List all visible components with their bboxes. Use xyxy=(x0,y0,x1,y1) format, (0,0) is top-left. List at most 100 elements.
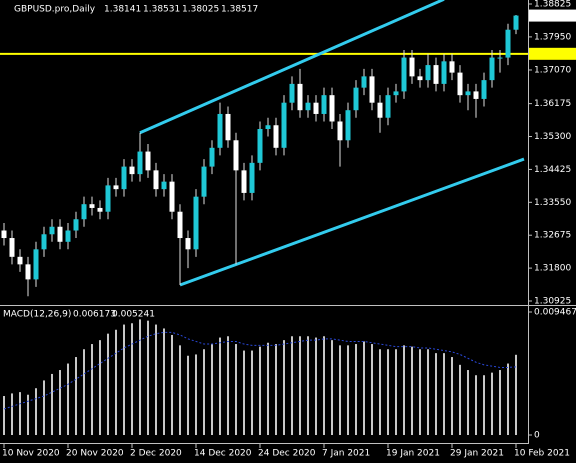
trendline xyxy=(179,157,525,287)
candle-body xyxy=(17,256,23,265)
x-tick-label: 29 Jan 2021 xyxy=(450,449,504,459)
candle-body xyxy=(369,76,375,103)
macd-bar xyxy=(275,344,277,435)
macd-signal-value: 0.005241 xyxy=(112,310,155,320)
macd-bar xyxy=(19,392,21,435)
macd-bar xyxy=(499,370,501,435)
macd-bar xyxy=(187,355,189,435)
macd-bar xyxy=(363,341,365,435)
macd-bar xyxy=(347,345,349,435)
candle-body xyxy=(217,113,223,148)
macd-bar xyxy=(387,349,389,435)
macd-bar xyxy=(283,340,285,435)
candle-body xyxy=(337,121,343,141)
candle-body xyxy=(361,76,367,88)
candle-body xyxy=(81,204,87,220)
candle-body xyxy=(1,230,7,239)
candle-body xyxy=(489,57,495,81)
macd-bar xyxy=(355,344,357,435)
candle-body xyxy=(273,125,279,148)
macd-bar xyxy=(451,357,453,435)
y-tick-label: 1.34425 xyxy=(534,165,571,175)
y-tick-label: 1.33550 xyxy=(534,198,571,208)
macd-bar xyxy=(211,344,213,435)
macd-value: 0.006173 xyxy=(73,310,116,320)
candle-body xyxy=(497,57,503,59)
candle-body xyxy=(417,76,423,81)
macd-bar xyxy=(235,344,237,435)
macd-bar xyxy=(99,340,101,435)
candle-body xyxy=(153,170,159,190)
macd-bar xyxy=(515,354,517,435)
candle-body xyxy=(89,204,95,208)
candle-body xyxy=(169,181,175,212)
candle-body xyxy=(97,207,103,212)
candle-body xyxy=(425,65,431,81)
signal-line xyxy=(3,331,517,410)
x-tick-label: 10 Nov 2020 xyxy=(2,449,60,459)
macd-bar xyxy=(483,375,485,435)
y-tick-label: 1.38825 xyxy=(534,0,571,10)
candle-body xyxy=(193,196,199,250)
y-tick-label: 0 xyxy=(534,431,540,441)
macd-bar xyxy=(379,349,381,435)
macd-bar xyxy=(443,353,445,435)
macd-bar xyxy=(219,337,221,435)
candle-body xyxy=(249,162,255,193)
candle-body xyxy=(345,110,351,141)
candle-body xyxy=(401,57,407,92)
macd-bar xyxy=(411,346,413,435)
trendline xyxy=(139,0,445,135)
y-tick-label: 1.36175 xyxy=(534,99,571,109)
macd-bar xyxy=(475,375,477,435)
macd-bar xyxy=(3,396,5,435)
x-tick-label: 10 Feb 2021 xyxy=(514,449,570,459)
ohlc-close: 1.38517 xyxy=(221,5,258,15)
candle-body xyxy=(473,91,479,99)
candle-body xyxy=(393,91,399,96)
candle-body xyxy=(377,102,383,118)
candle-body xyxy=(481,80,487,99)
macd-bar xyxy=(155,324,157,435)
candle-body xyxy=(353,87,359,111)
macd-bar xyxy=(419,349,421,435)
macd-bar xyxy=(131,323,133,435)
candle-body xyxy=(281,102,287,148)
macd-bar xyxy=(315,337,317,435)
candle-body xyxy=(113,185,119,190)
last-price-tag xyxy=(529,9,576,22)
candle-body xyxy=(449,61,455,73)
candle-body xyxy=(33,249,39,280)
macd-bar xyxy=(299,336,301,435)
macd-bar xyxy=(35,388,37,435)
macd-bar xyxy=(27,394,29,435)
candle-body xyxy=(65,230,71,242)
candle-body xyxy=(41,234,47,250)
candle-body xyxy=(49,226,55,235)
y-tick-label: 0.009467 xyxy=(534,308,576,318)
candle-body xyxy=(465,91,471,96)
candle-body xyxy=(137,151,143,175)
candle-body xyxy=(513,15,519,30)
candle-body xyxy=(329,95,335,122)
macd-bar xyxy=(107,333,109,435)
macd-bar xyxy=(91,344,93,435)
macd-bar xyxy=(163,328,165,435)
macd-bar xyxy=(115,329,117,435)
price-plot xyxy=(0,0,528,297)
macd-bar xyxy=(267,342,269,435)
candle-body xyxy=(313,102,319,114)
candle-body xyxy=(225,113,231,141)
macd-bar xyxy=(51,373,53,435)
macd-bar xyxy=(59,370,61,435)
candle-body xyxy=(433,65,439,84)
macd-bar xyxy=(147,320,149,435)
macd-title: MACD(12,26,9) xyxy=(3,310,71,320)
x-tick-label: 24 Dec 2020 xyxy=(258,449,316,459)
candle-body xyxy=(441,61,447,84)
macd-bar xyxy=(339,345,341,435)
candle-body xyxy=(209,147,215,167)
price-tag xyxy=(529,47,576,60)
